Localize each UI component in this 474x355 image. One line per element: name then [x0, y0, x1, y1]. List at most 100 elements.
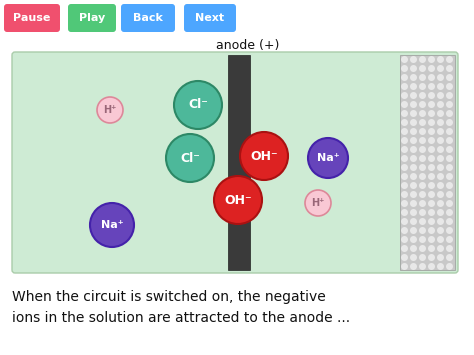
Circle shape — [419, 92, 426, 99]
Circle shape — [437, 101, 444, 108]
Text: H⁺: H⁺ — [311, 198, 325, 208]
Circle shape — [419, 182, 426, 189]
Circle shape — [446, 164, 453, 171]
Text: anode (+): anode (+) — [216, 39, 280, 52]
Circle shape — [419, 74, 426, 81]
Circle shape — [401, 155, 408, 162]
Circle shape — [437, 209, 444, 216]
Circle shape — [428, 182, 435, 189]
Circle shape — [446, 92, 453, 99]
Circle shape — [428, 245, 435, 252]
Circle shape — [401, 254, 408, 261]
Circle shape — [428, 155, 435, 162]
Text: Pause: Pause — [13, 13, 51, 23]
Circle shape — [410, 227, 417, 234]
Circle shape — [410, 209, 417, 216]
Circle shape — [410, 263, 417, 270]
Circle shape — [437, 146, 444, 153]
Circle shape — [428, 65, 435, 72]
Circle shape — [446, 245, 453, 252]
Circle shape — [446, 110, 453, 117]
Circle shape — [410, 92, 417, 99]
Circle shape — [410, 137, 417, 144]
Circle shape — [410, 200, 417, 207]
Circle shape — [419, 191, 426, 198]
Text: Next: Next — [195, 13, 225, 23]
Circle shape — [446, 128, 453, 135]
Circle shape — [401, 110, 408, 117]
Circle shape — [428, 218, 435, 225]
Circle shape — [410, 65, 417, 72]
Circle shape — [437, 119, 444, 126]
Circle shape — [428, 110, 435, 117]
Circle shape — [428, 200, 435, 207]
Circle shape — [437, 263, 444, 270]
Text: Cl⁻: Cl⁻ — [180, 152, 200, 164]
Circle shape — [410, 218, 417, 225]
Circle shape — [401, 245, 408, 252]
Text: OH⁻: OH⁻ — [224, 193, 252, 207]
Circle shape — [437, 92, 444, 99]
Circle shape — [410, 128, 417, 135]
Circle shape — [437, 65, 444, 72]
Circle shape — [419, 200, 426, 207]
Text: H⁺: H⁺ — [103, 105, 117, 115]
Circle shape — [401, 191, 408, 198]
Circle shape — [428, 92, 435, 99]
Circle shape — [419, 146, 426, 153]
Circle shape — [446, 101, 453, 108]
Circle shape — [446, 146, 453, 153]
Circle shape — [437, 74, 444, 81]
FancyBboxPatch shape — [184, 4, 236, 32]
Circle shape — [214, 176, 262, 224]
Circle shape — [410, 245, 417, 252]
Circle shape — [401, 128, 408, 135]
Circle shape — [419, 137, 426, 144]
Circle shape — [305, 190, 331, 216]
Circle shape — [437, 110, 444, 117]
Circle shape — [410, 155, 417, 162]
Circle shape — [401, 173, 408, 180]
Circle shape — [437, 200, 444, 207]
Circle shape — [419, 254, 426, 261]
Circle shape — [401, 227, 408, 234]
Circle shape — [166, 134, 214, 182]
Circle shape — [410, 164, 417, 171]
Circle shape — [446, 83, 453, 90]
Circle shape — [428, 254, 435, 261]
Circle shape — [437, 56, 444, 63]
Circle shape — [446, 182, 453, 189]
Circle shape — [428, 227, 435, 234]
Circle shape — [428, 191, 435, 198]
Circle shape — [419, 218, 426, 225]
Circle shape — [437, 245, 444, 252]
Text: Play: Play — [79, 13, 105, 23]
Circle shape — [428, 119, 435, 126]
Text: Na⁺: Na⁺ — [317, 153, 339, 163]
Circle shape — [97, 97, 123, 123]
Circle shape — [428, 128, 435, 135]
Text: OH⁻: OH⁻ — [250, 149, 278, 163]
Circle shape — [419, 245, 426, 252]
Circle shape — [437, 83, 444, 90]
Circle shape — [401, 101, 408, 108]
Circle shape — [410, 236, 417, 243]
Circle shape — [401, 74, 408, 81]
Circle shape — [401, 146, 408, 153]
Circle shape — [240, 132, 288, 180]
Circle shape — [401, 164, 408, 171]
Circle shape — [401, 236, 408, 243]
Text: Na⁺: Na⁺ — [100, 220, 123, 230]
Circle shape — [410, 110, 417, 117]
FancyBboxPatch shape — [228, 55, 250, 270]
FancyBboxPatch shape — [4, 4, 60, 32]
Circle shape — [410, 173, 417, 180]
Circle shape — [428, 56, 435, 63]
Circle shape — [401, 92, 408, 99]
FancyBboxPatch shape — [12, 52, 458, 273]
Circle shape — [401, 83, 408, 90]
Circle shape — [446, 173, 453, 180]
Circle shape — [446, 236, 453, 243]
Circle shape — [410, 119, 417, 126]
Circle shape — [410, 56, 417, 63]
